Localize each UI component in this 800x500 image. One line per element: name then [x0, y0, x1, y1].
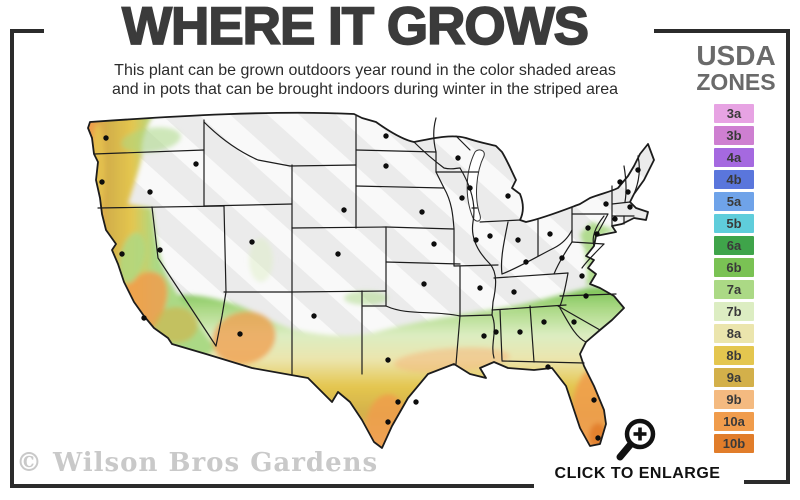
- subtitle-line-1: This plant can be grown outdoors year ro…: [114, 62, 616, 79]
- lake-michigan: [466, 149, 485, 222]
- city-dot: [335, 251, 341, 257]
- city-dot: [103, 135, 109, 141]
- zone-badge-9b: 9b: [714, 390, 754, 409]
- frame-bottom-right: [744, 480, 790, 484]
- city-dot: [517, 329, 523, 335]
- zone-badge-10b: 10b: [714, 434, 754, 453]
- city-dot: [515, 237, 521, 243]
- city-dot: [627, 204, 633, 210]
- zone-badge-4a: 4a: [714, 148, 754, 167]
- city-dot: [455, 155, 461, 161]
- city-dot: [237, 331, 243, 337]
- usa-zones-map[interactable]: [56, 110, 656, 470]
- usda-zone-list: 3a 3b 4a 4b 5a 5b 6a 6b 7a 7b 8a 8b 9a 9b 10a 10b: [714, 104, 754, 456]
- city-dot: [505, 193, 511, 199]
- city-dot: [635, 167, 641, 173]
- city-dot: [383, 133, 389, 139]
- frame-bottom: [10, 484, 534, 488]
- watermark: © Wilson Bros Gardens: [16, 448, 379, 478]
- click-to-enlarge-button[interactable]: CLICK TO ENLARGE: [554, 465, 721, 482]
- zone-badge-10a: 10a: [714, 412, 754, 431]
- zone-badge-5b: 5b: [714, 214, 754, 233]
- zone-badge-8b: 8b: [714, 346, 754, 365]
- city-dot: [473, 237, 479, 243]
- city-dot: [603, 201, 609, 207]
- frame-left: [10, 29, 14, 488]
- frame-top-left: [10, 29, 44, 33]
- legend-heading-zones: ZONES: [696, 69, 776, 95]
- city-dot: [419, 209, 425, 215]
- zone-badge-3b: 3b: [714, 126, 754, 145]
- city-dot: [157, 247, 163, 253]
- zoom-in-magnifier-icon[interactable]: [610, 408, 662, 466]
- city-dot: [467, 185, 473, 191]
- zone-badge-3a: 3a: [714, 104, 754, 123]
- city-dots: [99, 133, 641, 441]
- city-dot: [541, 319, 547, 325]
- city-dot: [523, 259, 529, 265]
- city-dot: [413, 399, 419, 405]
- city-dot: [594, 231, 600, 237]
- subtitle: This plant can be grown outdoors year ro…: [35, 61, 695, 99]
- city-dot: [585, 225, 591, 231]
- city-dot: [431, 241, 437, 247]
- zone-badge-4b: 4b: [714, 170, 754, 189]
- zone-badge-7a: 7a: [714, 280, 754, 299]
- zone-badge-9a: 9a: [714, 368, 754, 387]
- city-dot: [147, 189, 153, 195]
- city-dot: [547, 231, 553, 237]
- city-dot: [571, 319, 577, 325]
- city-dot: [99, 179, 105, 185]
- city-dot: [395, 399, 401, 405]
- city-dot: [249, 239, 255, 245]
- city-dot: [385, 419, 391, 425]
- city-dot: [625, 189, 631, 195]
- legend-heading-usda: USDA: [696, 40, 776, 71]
- zone-badge-5a: 5a: [714, 192, 754, 211]
- city-dot: [459, 195, 465, 201]
- city-dot: [119, 251, 125, 257]
- city-dot: [579, 273, 585, 279]
- city-dot: [591, 397, 597, 403]
- frame-top-right: [654, 29, 790, 33]
- state-borders: [93, 115, 640, 375]
- frame-right: [786, 29, 790, 484]
- city-dot: [385, 357, 391, 363]
- city-dot: [612, 216, 618, 222]
- usa-outline: [87, 111, 655, 449]
- zone-badge-6b: 6b: [714, 258, 754, 277]
- city-dot: [559, 255, 565, 261]
- zone-badge-8a: 8a: [714, 324, 754, 343]
- city-dot: [617, 179, 623, 185]
- page-title: WHERE IT GROWS: [121, 0, 590, 57]
- city-dot: [341, 207, 347, 213]
- city-dot: [477, 285, 483, 291]
- zone-badge-6a: 6a: [714, 236, 754, 255]
- subtitle-line-2: and in pots that can be brought indoors …: [111, 81, 619, 98]
- city-dot: [193, 161, 199, 167]
- city-dot: [421, 281, 427, 287]
- city-dot: [383, 163, 389, 169]
- city-dot: [141, 315, 147, 321]
- city-dot: [545, 364, 551, 370]
- legend-heading: USDA ZONES: [688, 40, 784, 95]
- city-dot: [595, 435, 601, 441]
- city-dot: [493, 329, 499, 335]
- zone-badge-7b: 7b: [714, 302, 754, 321]
- city-dot: [487, 233, 493, 239]
- city-dot: [511, 289, 517, 295]
- city-dot: [481, 333, 487, 339]
- city-dot: [311, 313, 317, 319]
- city-dot: [583, 293, 589, 299]
